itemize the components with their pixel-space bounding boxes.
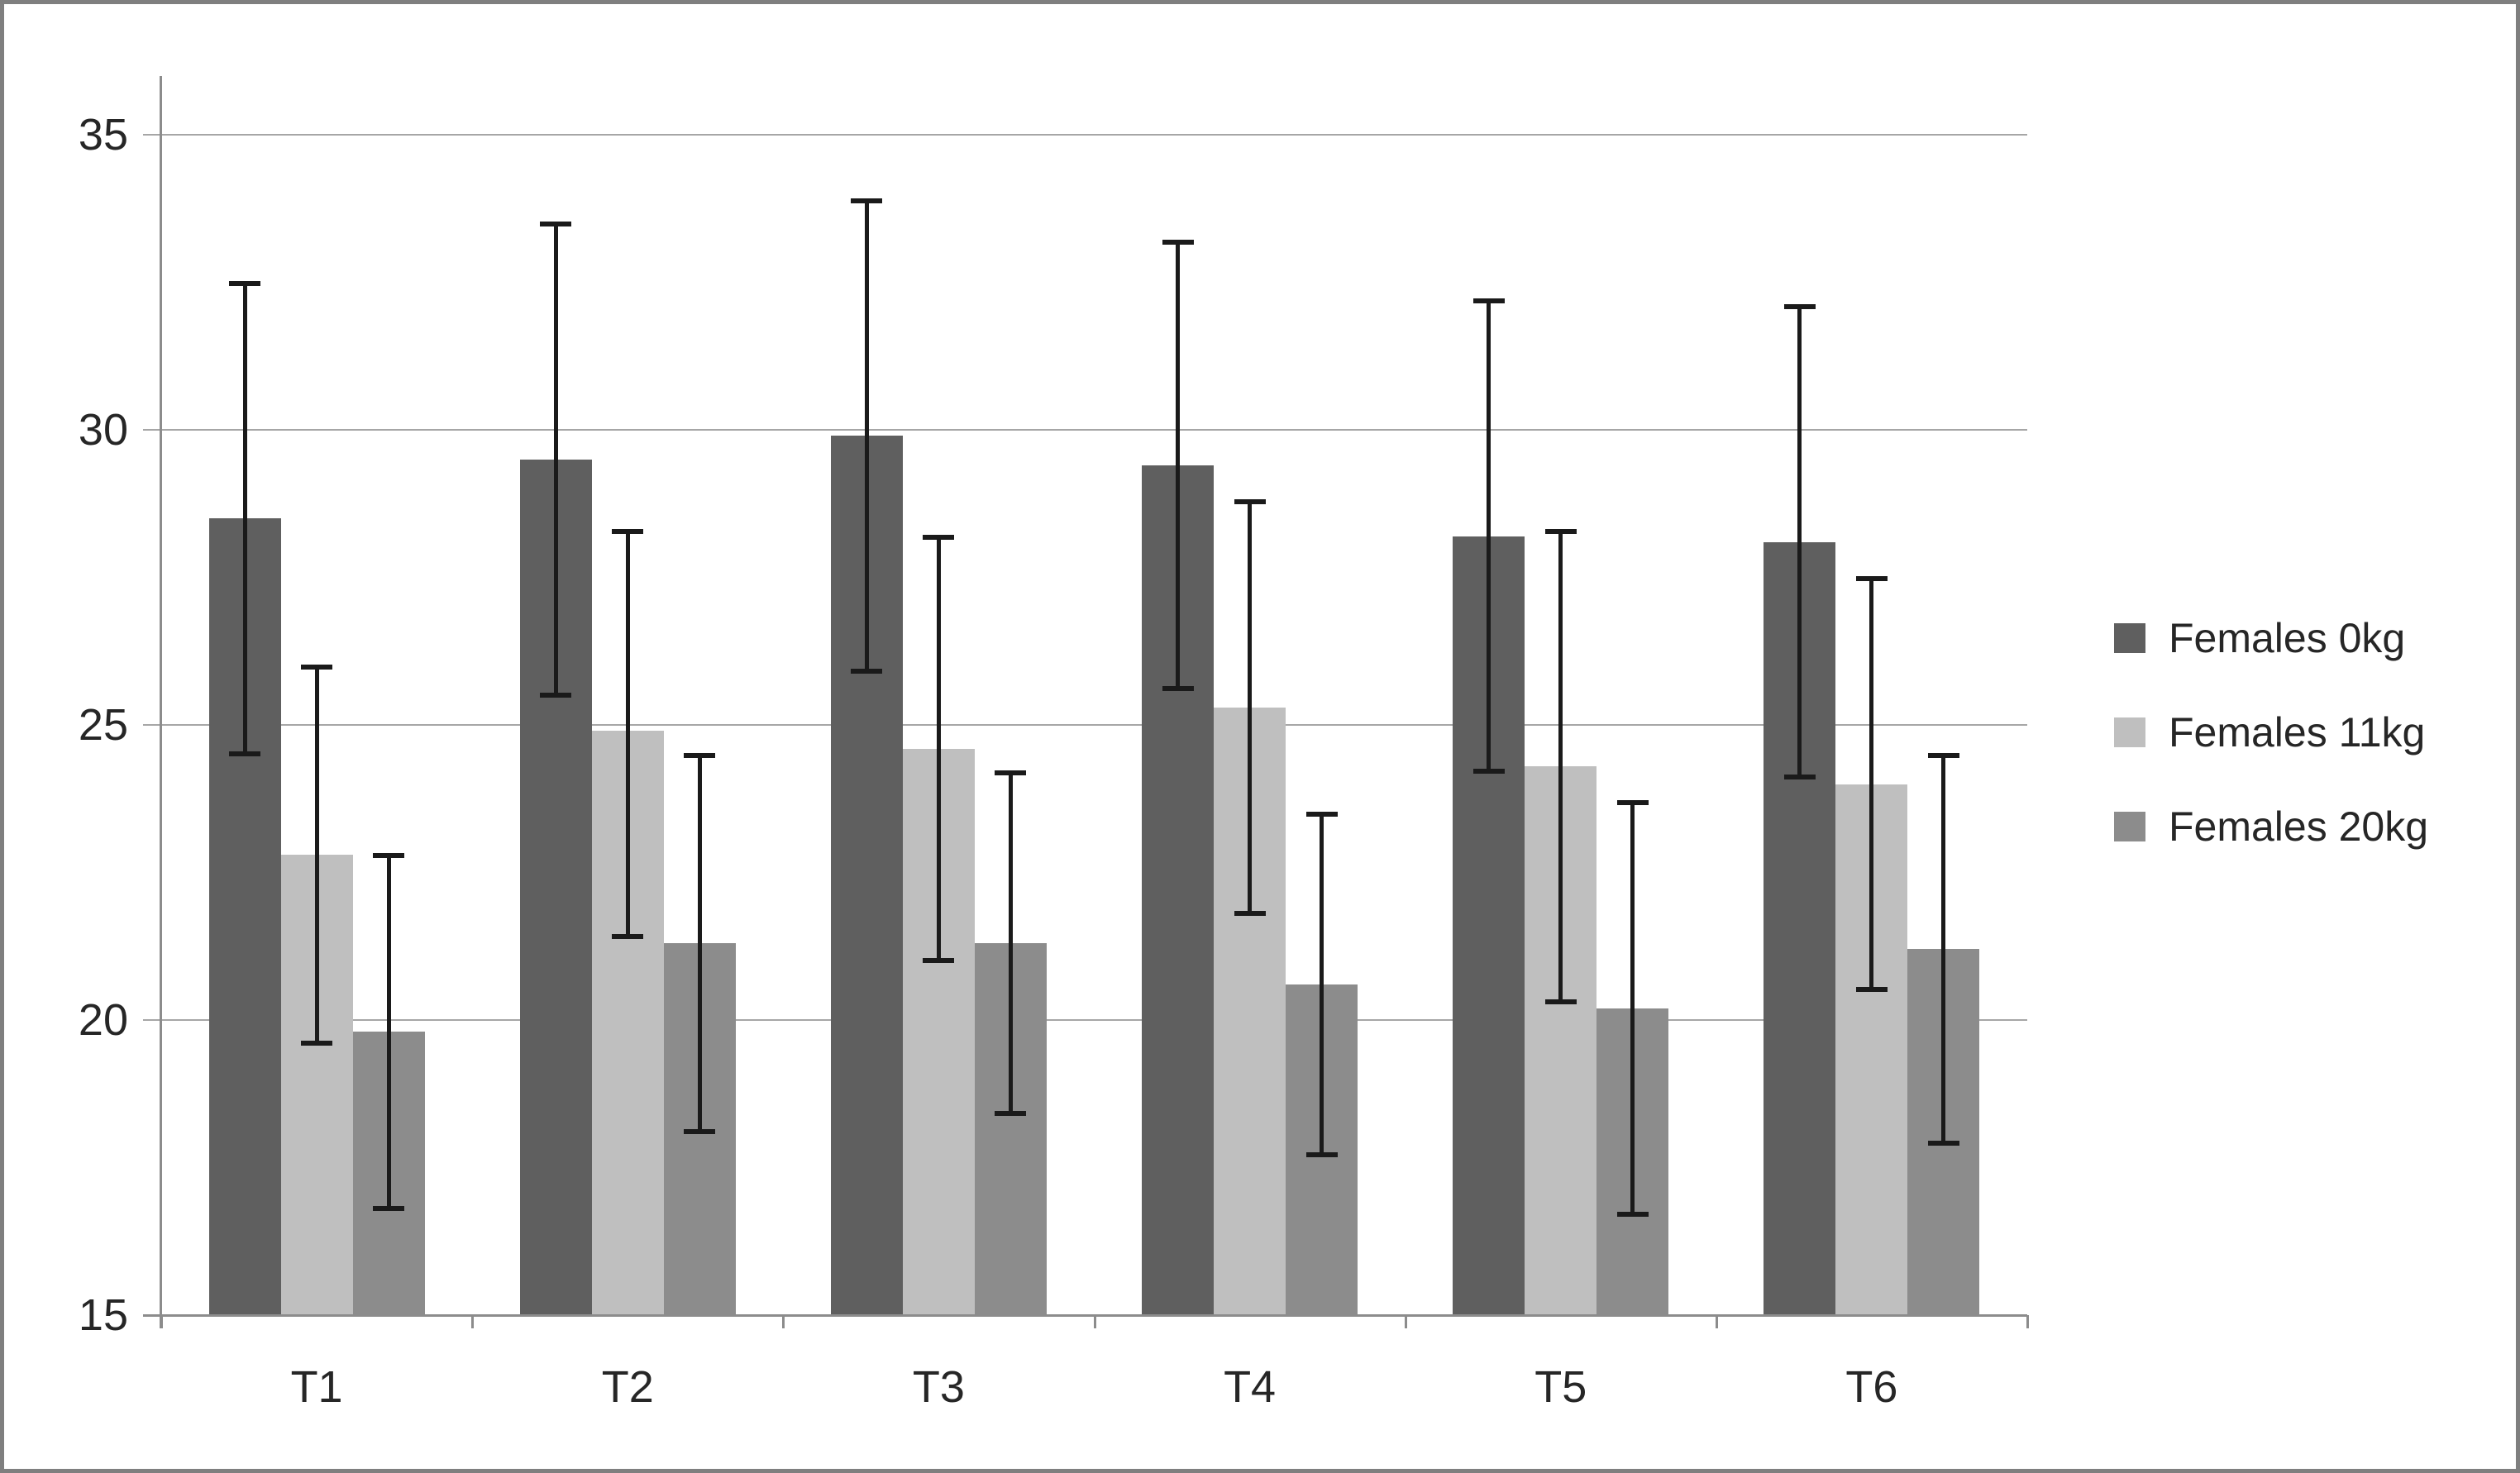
error-bar <box>386 855 391 1209</box>
error-bar-cap-top <box>1855 575 1888 581</box>
error-bar-cap-bottom <box>1162 686 1194 692</box>
gridline-y-20 <box>143 1019 2027 1022</box>
error-bar <box>1008 772 1013 1115</box>
legend: Females 0kg Females 11kg Females 20kg <box>2114 616 2428 849</box>
legend-swatch-icon <box>2114 623 2145 653</box>
error-bar-cap-top <box>373 853 404 859</box>
error-bar-cap-top <box>612 528 644 534</box>
y-tick-label-20: 20 <box>78 995 128 1046</box>
error-bar-cap-bottom <box>1616 1211 1649 1217</box>
error-bar-cap-bottom <box>851 668 883 674</box>
error-bar-cap-top <box>301 664 332 670</box>
error-bar-cap-bottom <box>540 692 572 698</box>
gridline-y-35 <box>143 134 2027 136</box>
x-axis-tick <box>1093 1315 1096 1328</box>
x-category-label-T1: T1 <box>290 1362 343 1412</box>
error-bar-cap-top <box>1162 239 1194 245</box>
error-bar <box>1558 530 1563 1003</box>
error-bar-cap-bottom <box>1472 769 1505 775</box>
error-bar-cap-bottom <box>1234 910 1266 916</box>
x-category-label-T2: T2 <box>601 1362 654 1412</box>
error-bar-cap-bottom <box>229 751 260 756</box>
error-bar <box>314 665 319 1044</box>
error-bar <box>625 530 630 938</box>
x-axis-tick <box>1404 1315 1407 1328</box>
error-bar-cap-top <box>1234 498 1266 504</box>
plot-area <box>143 76 2029 1328</box>
error-bar-cap-top <box>923 534 955 540</box>
error-bar-cap-bottom <box>301 1040 332 1046</box>
error-bar-cap-bottom <box>1783 775 1816 780</box>
error-bar <box>864 199 869 672</box>
error-bar-cap-bottom <box>612 934 644 940</box>
error-bar-cap-bottom <box>1855 987 1888 993</box>
x-category-label-T6: T6 <box>1845 1362 1898 1412</box>
y-tick-label-25: 25 <box>78 700 128 751</box>
legend-item-females-0kg: Females 0kg <box>2114 616 2428 660</box>
error-bar-cap-top <box>1616 799 1649 805</box>
legend-item-females-20kg: Females 20kg <box>2114 804 2428 849</box>
legend-label: Females 11kg <box>2169 709 2426 756</box>
error-bar <box>1248 500 1252 914</box>
error-bar-cap-bottom <box>1927 1140 1959 1146</box>
error-bar <box>1487 300 1491 773</box>
legend-label: Females 20kg <box>2169 803 2429 850</box>
error-bar-cap-top <box>1472 298 1505 304</box>
error-bar-cap-bottom <box>1305 1152 1338 1158</box>
error-bar-cap-top <box>229 280 260 286</box>
gridline-y-30 <box>143 429 2027 431</box>
x-axis-tick <box>160 1315 163 1328</box>
error-bar <box>1630 801 1635 1215</box>
error-bar <box>553 223 558 696</box>
error-bar-cap-bottom <box>373 1205 404 1211</box>
error-bar-cap-bottom <box>995 1111 1027 1117</box>
legend-swatch-icon <box>2114 812 2145 841</box>
error-bar <box>242 282 247 755</box>
error-bar-cap-top <box>851 198 883 203</box>
x-category-label-T5: T5 <box>1534 1362 1587 1412</box>
error-bar <box>1869 577 1874 991</box>
x-axis-line <box>143 1314 2027 1317</box>
error-bar-cap-bottom <box>684 1128 716 1134</box>
x-axis-tick <box>471 1315 475 1328</box>
legend-swatch-icon <box>2114 717 2145 747</box>
error-bar-cap-bottom <box>923 957 955 963</box>
legend-item-females-11kg: Females 11kg <box>2114 710 2428 755</box>
x-category-label-T4: T4 <box>1224 1362 1277 1412</box>
legend-label: Females 0kg <box>2169 615 2406 661</box>
error-bar <box>697 754 702 1132</box>
error-bar <box>1176 241 1180 690</box>
x-axis-tick <box>782 1315 785 1328</box>
error-bar-cap-top <box>684 752 716 758</box>
error-bar <box>1320 813 1324 1156</box>
x-axis-tick <box>2026 1315 2029 1328</box>
x-category-label-T3: T3 <box>912 1362 965 1412</box>
gridline-y-25 <box>143 724 2027 727</box>
error-bar-cap-top <box>1783 304 1816 310</box>
error-bar <box>1941 754 1946 1144</box>
error-bar-cap-top <box>1305 812 1338 818</box>
error-bar-cap-top <box>995 770 1027 776</box>
x-axis-tick <box>1715 1315 1718 1328</box>
error-bar-cap-top <box>1544 528 1577 534</box>
error-bar-cap-bottom <box>1544 999 1577 1004</box>
error-bar-cap-top <box>1927 752 1959 758</box>
y-axis-line <box>160 76 162 1328</box>
y-tick-label-35: 35 <box>78 110 128 160</box>
error-bar <box>1797 306 1802 779</box>
error-bar-cap-top <box>540 222 572 227</box>
y-tick-label-15: 15 <box>78 1290 128 1340</box>
error-bar <box>936 536 941 961</box>
y-tick-label-30: 30 <box>78 405 128 455</box>
